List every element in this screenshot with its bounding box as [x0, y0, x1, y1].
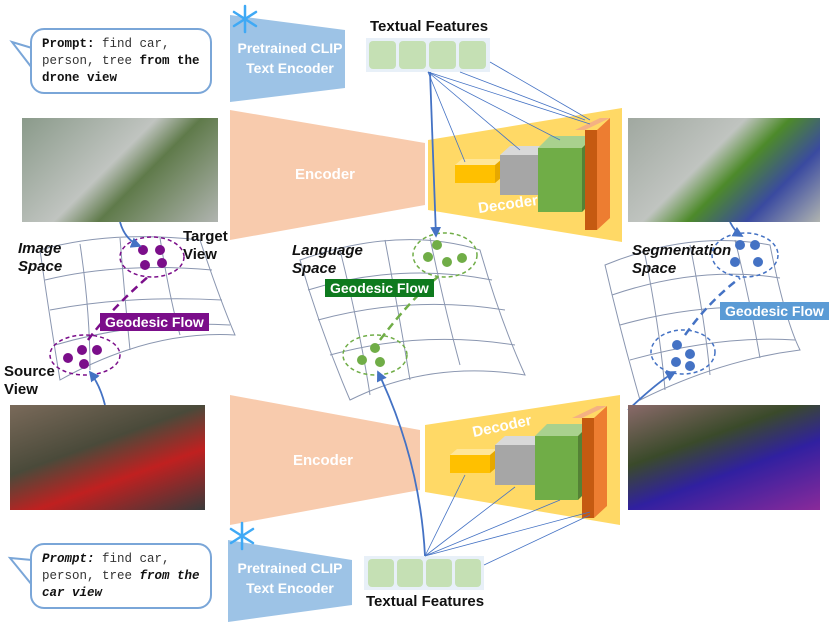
prompt-emphasis: from the car view [42, 569, 200, 600]
textual-features-top [366, 38, 490, 72]
encoder-bottom [230, 395, 420, 525]
snowflake-icon [232, 4, 258, 34]
segmentation-space-title: Segmentation Space [632, 242, 732, 277]
target-view-label: Target View [183, 228, 228, 263]
prompt-bubble-top: Prompt: find car, person, tree from the … [30, 28, 212, 94]
feature-connections-bottom [424, 474, 591, 566]
image-space-clusters [49, 236, 185, 376]
prompt-text: find car, person, tree [42, 37, 170, 68]
geodesic-flow-language: Geodesic Flow [325, 279, 434, 297]
decoder-blocks-top [455, 118, 610, 230]
prompt-bubble-bottom: Prompt: find car, person, tree from the … [30, 543, 212, 609]
encoder-top [230, 110, 425, 240]
image-space-title: Image Space [18, 240, 63, 275]
encoder-label-top: Encoder [294, 166, 355, 183]
prompt-text: find car, person, tree [42, 552, 170, 583]
clip-encoder-top [230, 15, 345, 102]
feature-connections-top [427, 61, 591, 163]
decoder-blocks-bottom [450, 406, 607, 518]
textual-features-label-bottom: Textual Features [366, 593, 485, 610]
textual-features-label-top: Textual Features [370, 18, 489, 35]
prompt-emphasis: from the drone view [42, 54, 200, 85]
clip-encoder-label-bottom: Pretrained CLIP Text Encoder [237, 560, 343, 596]
segmentation-space-clusters [650, 232, 779, 375]
bubble-tail [9, 40, 33, 69]
geodesic-flow-image: Geodesic Flow [100, 313, 209, 331]
source-view-label: Source View [4, 363, 55, 398]
bubble-tail [7, 556, 33, 586]
textual-features-bottom [364, 556, 484, 590]
encoder-label-bottom: Encoder [292, 452, 353, 469]
prompt-label: Prompt: [42, 37, 95, 51]
manifold-grids [39, 236, 801, 401]
geodesic-flow-segmentation: Geodesic Flow [720, 302, 829, 320]
car-segmentation-image [628, 405, 820, 510]
car-view-image [10, 405, 205, 510]
clip-encoder-label-top: Pretrained CLIP Text Encoder [237, 40, 343, 76]
prompt-label: Prompt: [42, 552, 95, 566]
drone-segmentation-image [628, 118, 820, 222]
language-space-title: Language Space [292, 242, 363, 277]
drone-view-image [22, 118, 218, 222]
language-space-clusters [342, 232, 478, 376]
snowflake-icon [229, 521, 255, 551]
clip-encoder-bottom [228, 540, 352, 622]
